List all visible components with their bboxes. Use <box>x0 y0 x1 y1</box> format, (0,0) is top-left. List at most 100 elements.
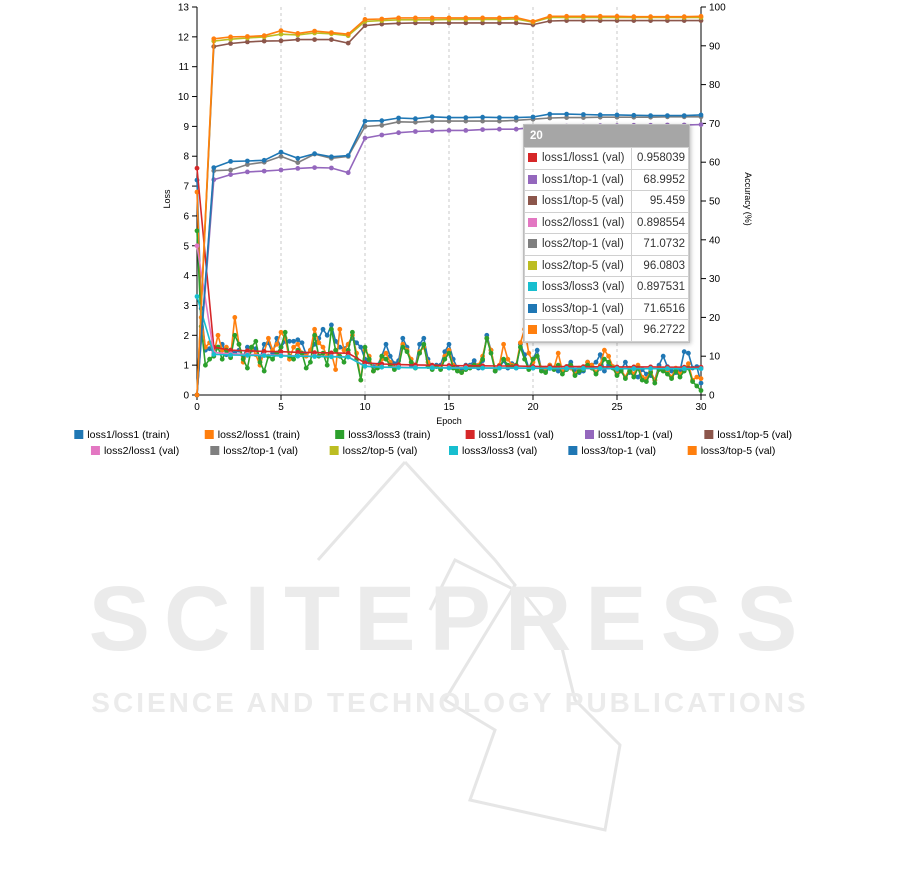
data-point <box>228 34 234 40</box>
legend-label: loss3/top-5 (val) <box>701 445 776 457</box>
data-point <box>232 332 238 338</box>
tooltip-value: 0.958039 <box>631 147 689 170</box>
legend-swatch <box>329 446 339 455</box>
data-point <box>530 19 536 24</box>
data-point <box>345 354 351 360</box>
tooltip-series-name: loss3/top-1 (val) <box>542 302 624 315</box>
y2-tick-label: 30 <box>709 274 721 285</box>
data-point <box>497 118 502 124</box>
data-point <box>606 359 611 365</box>
y-tick-label: 2 <box>183 331 189 342</box>
data-point <box>505 356 511 362</box>
tooltip-row: loss2/loss1 (val) 0.898554 <box>523 211 689 234</box>
data-point <box>278 154 284 159</box>
data-point <box>308 359 313 365</box>
data-point <box>501 341 506 347</box>
data-point <box>312 326 317 332</box>
legend-label: loss2/top-5 (val) <box>343 445 418 457</box>
data-point <box>413 365 418 371</box>
legend-label: loss3/loss3 (val) <box>462 445 537 457</box>
data-point <box>442 349 448 355</box>
data-point <box>698 388 704 393</box>
data-point <box>366 356 372 362</box>
data-point <box>379 16 385 22</box>
data-point <box>400 344 406 350</box>
data-point <box>194 189 200 195</box>
legend-label: loss3/loss3 (train) <box>348 429 430 441</box>
y-tick-label: 3 <box>183 301 189 312</box>
data-point <box>698 366 704 372</box>
data-point <box>660 368 666 374</box>
data-point <box>194 228 200 234</box>
data-point <box>261 168 267 174</box>
tooltip-series-name: loss2/loss1 (val) <box>542 216 625 229</box>
tooltip-row: loss1/top-1 (val) 68.9952 <box>523 168 689 191</box>
data-point <box>665 366 670 372</box>
tooltip-value: 0.898554 <box>631 211 689 234</box>
data-point <box>497 126 502 132</box>
data-point <box>245 169 250 175</box>
data-point <box>324 332 330 338</box>
tooltip-series-name: loss1/top-1 (val) <box>542 173 624 186</box>
data-point <box>278 349 284 355</box>
y2-tick-label: 80 <box>709 80 721 91</box>
data-point <box>581 112 586 117</box>
tooltip-row: loss3/loss3 (val) 0.897531 <box>523 276 689 299</box>
tooltip-series-cell: loss2/top-1 (val) <box>523 233 633 256</box>
tooltip-value: 71.0732 <box>631 233 689 256</box>
data-point <box>480 20 485 26</box>
hover-tooltip: 20 loss1/loss1 (val) 0.958039 loss1/top-1 … <box>523 124 690 343</box>
data-point <box>295 160 301 166</box>
data-point <box>312 332 317 338</box>
data-point <box>614 366 620 372</box>
data-point <box>362 23 368 28</box>
tooltip-row: loss3/top-1 (val) 71.6516 <box>523 297 689 320</box>
data-point <box>505 362 511 368</box>
data-point <box>228 347 234 353</box>
data-point <box>539 368 544 374</box>
data-point <box>287 338 292 344</box>
legend-label: loss2/loss1 (train) <box>218 429 300 441</box>
x-tick-label: 5 <box>278 402 284 413</box>
data-point <box>677 374 683 380</box>
legend-swatch <box>204 430 214 439</box>
data-point <box>354 340 359 346</box>
data-point <box>261 349 267 354</box>
legend-item: loss3/loss3 (val) <box>449 445 537 457</box>
data-point <box>501 356 506 362</box>
data-point <box>358 377 364 383</box>
data-point <box>245 162 250 167</box>
y2-tick-label: 20 <box>709 313 721 324</box>
data-point <box>639 377 645 383</box>
legend-swatch <box>90 446 100 455</box>
data-point <box>614 112 620 118</box>
data-point <box>282 329 288 335</box>
legend-swatch <box>585 430 594 439</box>
tooltip-value: 96.2722 <box>631 319 689 342</box>
data-point <box>249 344 255 350</box>
data-point <box>497 15 502 21</box>
legend-label: loss1/top-5 (val) <box>717 429 792 441</box>
data-point <box>564 366 569 371</box>
data-point <box>597 13 603 19</box>
data-point <box>413 116 418 122</box>
data-point <box>413 15 418 21</box>
data-point <box>207 356 213 362</box>
y2-tick-label: 40 <box>709 235 721 246</box>
data-point <box>635 374 641 380</box>
data-point <box>644 379 649 384</box>
legend-item: loss1/loss1 (train) <box>74 429 170 441</box>
y-tick-label: 8 <box>183 152 189 163</box>
data-point <box>362 17 368 22</box>
tooltip-series-cell: loss3/loss3 (val) <box>523 276 633 299</box>
tooltip-swatch <box>528 174 537 184</box>
data-point <box>530 356 536 362</box>
data-point <box>379 21 385 27</box>
tooltip-value: 95.459 <box>631 190 689 213</box>
data-point <box>421 341 427 347</box>
data-point <box>341 359 347 365</box>
y-axis-label: Loss <box>162 189 172 209</box>
data-point <box>480 114 485 120</box>
data-point <box>194 165 200 171</box>
data-point <box>694 383 700 389</box>
